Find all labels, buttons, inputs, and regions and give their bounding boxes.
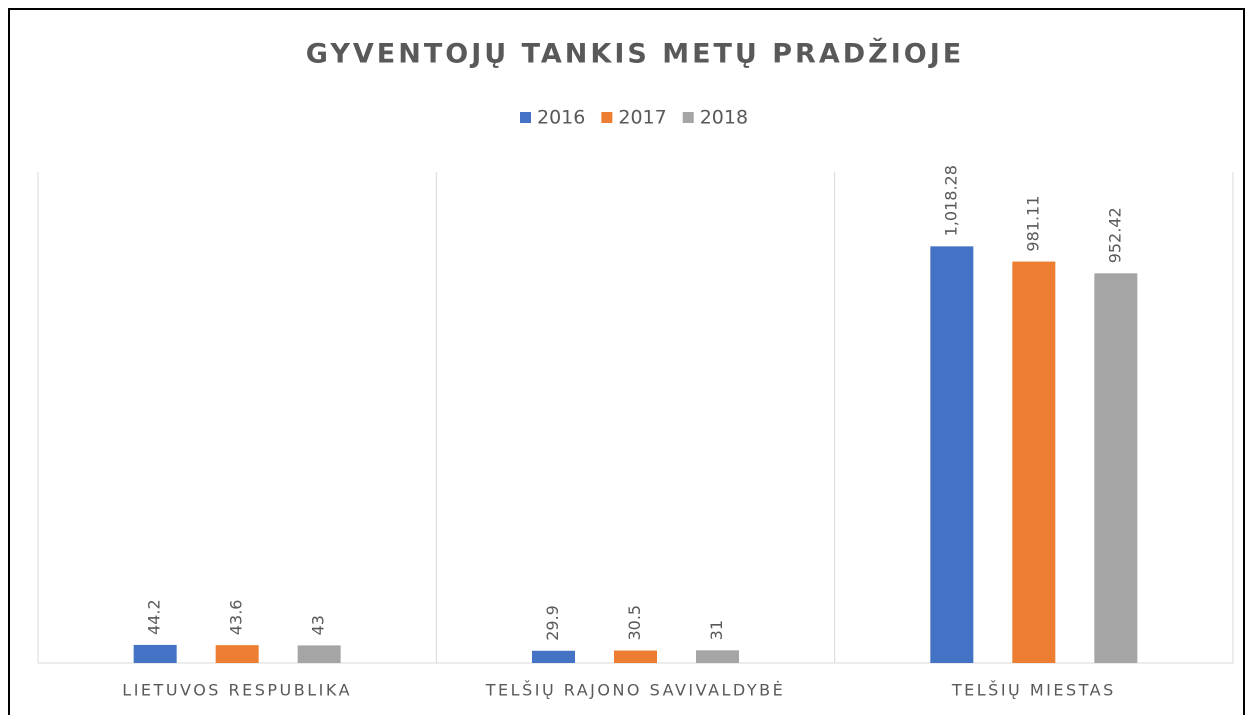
data-label: 44.2 xyxy=(145,599,164,635)
legend-label: 2017 xyxy=(618,107,666,129)
bar xyxy=(696,650,739,663)
data-label: 952.42 xyxy=(1105,207,1124,263)
x-tick-label: TELŠIŲ MIESTAS xyxy=(951,681,1116,700)
bar xyxy=(215,645,259,663)
legend-swatch xyxy=(601,112,613,123)
data-label: 30.5 xyxy=(625,605,644,641)
data-label: 43.6 xyxy=(227,600,246,636)
data-label: 31 xyxy=(707,620,726,640)
data-label: 1,018.28 xyxy=(941,165,960,236)
legend-swatch xyxy=(682,112,694,123)
legend-label: 2016 xyxy=(537,107,585,129)
data-label: 29.9 xyxy=(543,605,562,641)
legend-swatch xyxy=(520,112,531,123)
bar xyxy=(133,644,177,663)
data-label: 43 xyxy=(309,615,328,635)
chart-title: GYVENTOJŲ TANKIS METŲ PRADŽIOJE xyxy=(306,38,964,70)
legend-label: 2018 xyxy=(700,107,748,129)
bar xyxy=(614,650,657,663)
x-tick-label: TELŠIŲ RAJONO SAVIVALDYBĖ xyxy=(485,681,785,700)
x-tick-label: LIETUVOS RESPUBLIKA xyxy=(122,681,352,700)
bar xyxy=(297,645,341,663)
bar xyxy=(532,650,575,663)
bar xyxy=(930,246,974,663)
bar xyxy=(1094,273,1138,663)
data-label: 981.11 xyxy=(1023,196,1042,252)
bar xyxy=(1012,261,1056,663)
